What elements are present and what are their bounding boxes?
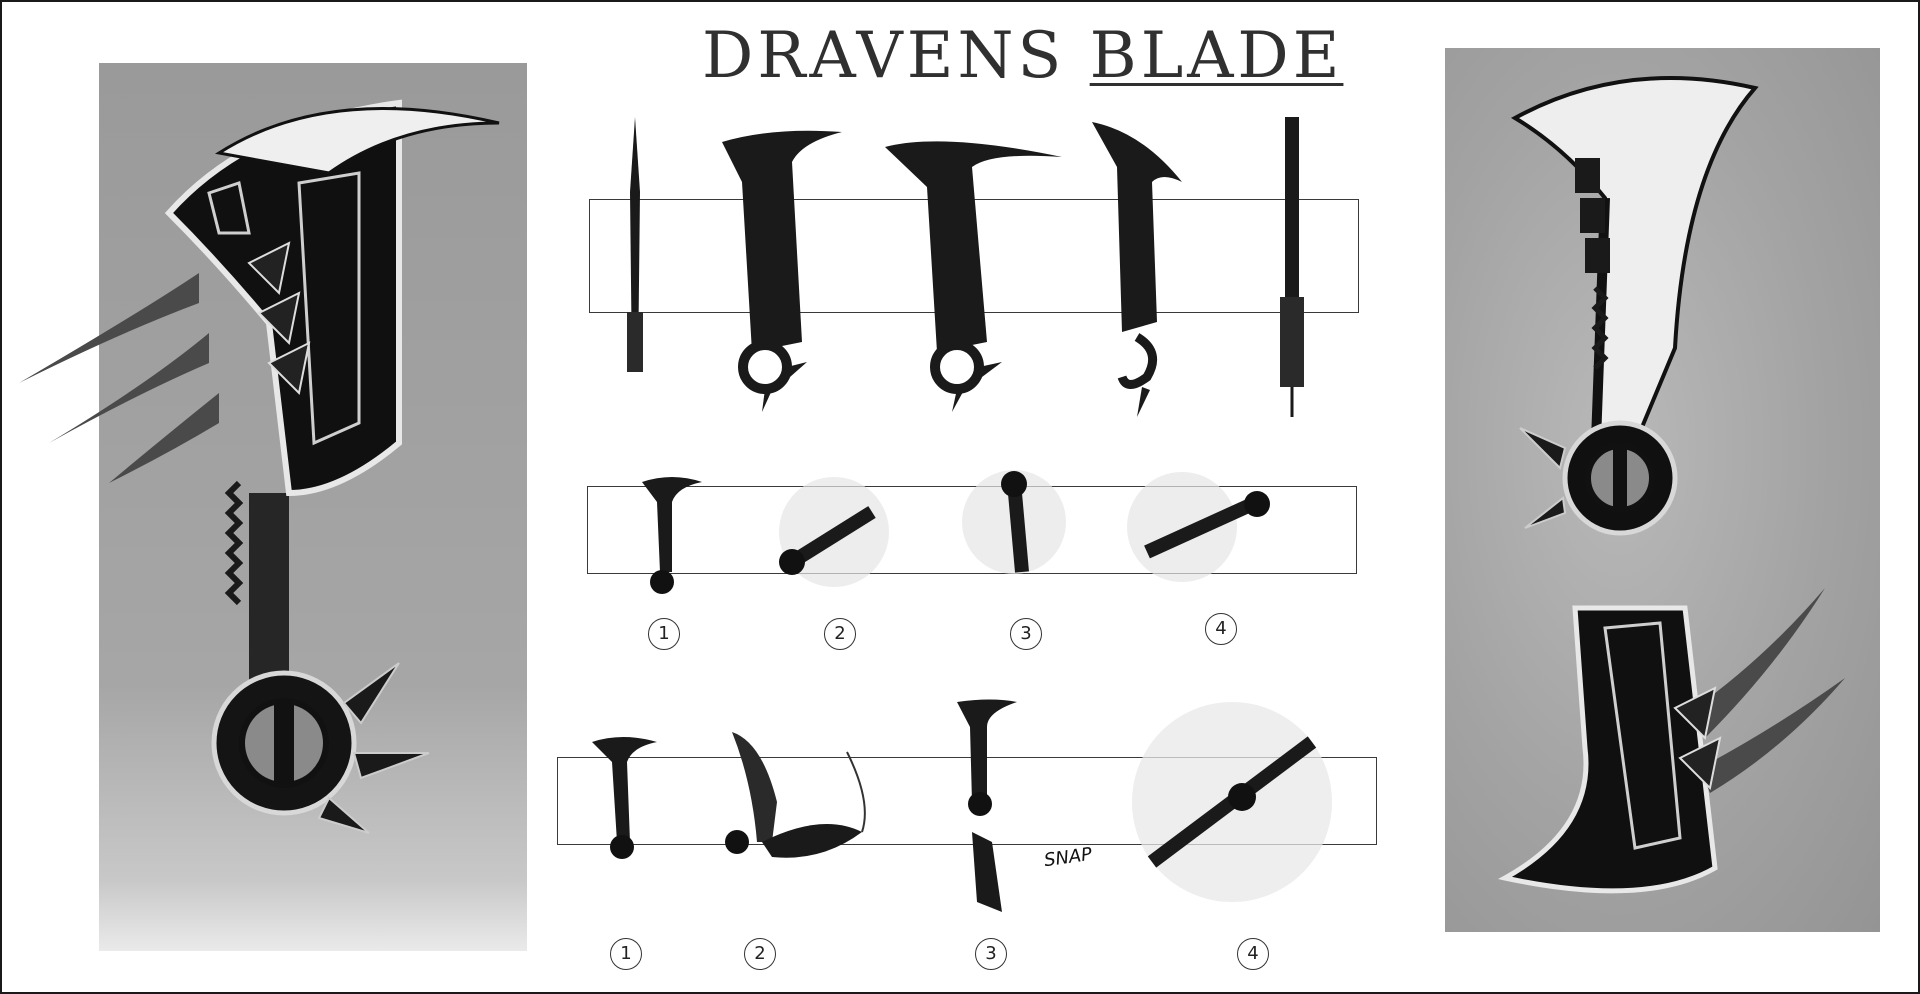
row2-step-1: 1 xyxy=(648,618,680,650)
right-render-panel xyxy=(1445,48,1880,932)
row2-step-3: 3 xyxy=(1010,618,1042,650)
left-render-panel xyxy=(19,63,527,951)
row3-step-3: 3 xyxy=(975,938,1007,970)
row2-step-2: 2 xyxy=(824,618,856,650)
row2-spin-sequence xyxy=(642,470,1270,594)
row1-blade-views xyxy=(627,117,1304,417)
title-word-dravens: DRAVENS xyxy=(702,19,1066,93)
row3-split-sequence xyxy=(592,699,1332,912)
row3-step-4: 4 xyxy=(1237,938,1269,970)
sheet-title: DRAVENS BLADE xyxy=(702,16,1339,96)
left-blade-illustration xyxy=(19,99,500,834)
row3-sequence-frame xyxy=(557,757,1377,845)
row3-step-1: 1 xyxy=(610,938,642,970)
right-blade-illustration xyxy=(1497,76,1845,894)
row3-step-2: 2 xyxy=(744,938,776,970)
row2-step-4: 4 xyxy=(1205,613,1237,645)
title-word-blade: BLADE xyxy=(1089,19,1344,93)
row2-sequence-frame xyxy=(587,486,1357,574)
